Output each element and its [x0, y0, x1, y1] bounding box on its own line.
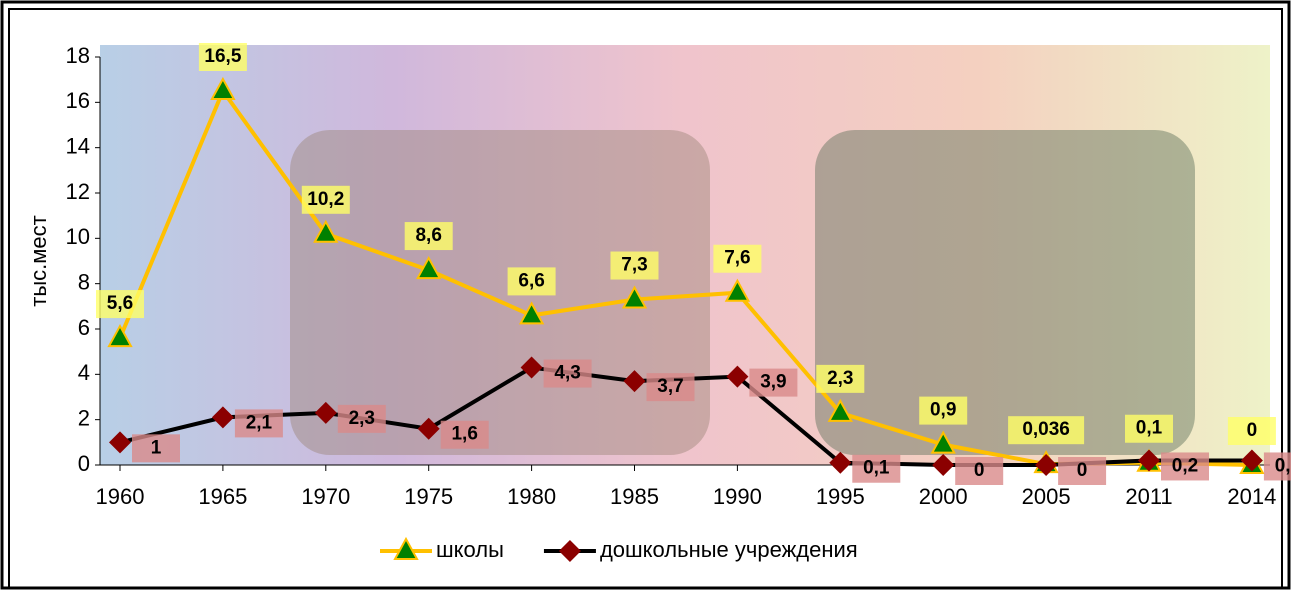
y-tick-label: 0	[78, 451, 90, 476]
x-tick-label: 2005	[1022, 484, 1071, 509]
value-label: 3,7	[657, 376, 683, 397]
value-label: 3,9	[760, 372, 786, 393]
y-tick-label: 6	[78, 315, 90, 340]
value-label: 0,1	[863, 458, 890, 479]
legend-label: дошкольные учреждения	[600, 537, 858, 562]
value-label: 2,1	[246, 412, 273, 433]
value-label: 0,1	[1136, 418, 1163, 439]
y-tick-label: 4	[78, 360, 90, 385]
value-label: 2,3	[827, 368, 853, 389]
x-tick-label: 1980	[507, 484, 556, 509]
y-tick-label: 14	[66, 133, 90, 158]
value-label: 5,6	[107, 293, 133, 314]
value-label: 7,6	[724, 248, 750, 269]
value-label: 1,6	[451, 424, 477, 445]
x-tick-label: 2014	[1227, 484, 1276, 509]
value-label: 7,3	[621, 255, 647, 276]
x-tick-label: 1960	[96, 484, 145, 509]
legend-label: школы	[436, 537, 504, 562]
x-tick-label: 1990	[713, 484, 762, 509]
value-label: 2,3	[349, 408, 375, 429]
x-tick-label: 1965	[198, 484, 247, 509]
chart: тыс.мест 0246810121416181960196519701975…	[0, 0, 1291, 590]
value-label: 16,5	[204, 46, 241, 67]
x-tick-label: 1995	[816, 484, 865, 509]
value-label: 0	[974, 460, 985, 481]
value-label: 0	[1077, 460, 1088, 481]
value-label: 0,2	[1172, 455, 1198, 476]
y-tick-label: 18	[66, 43, 90, 68]
value-label: 10,2	[307, 189, 344, 210]
y-tick-label: 12	[66, 179, 90, 204]
value-label: 0	[1247, 420, 1258, 441]
y-tick-label: 16	[66, 88, 90, 113]
x-tick-label: 1975	[404, 484, 453, 509]
x-tick-label: 2000	[919, 484, 968, 509]
value-label: 0,036	[1022, 419, 1070, 440]
x-tick-label: 2011	[1125, 484, 1172, 509]
x-tick-label: 1985	[610, 484, 659, 509]
y-axis-label: тыс.мест	[26, 215, 51, 306]
value-label: 0,2	[1275, 455, 1291, 476]
x-tick-label: 1970	[301, 484, 350, 509]
value-label: 6,6	[518, 270, 544, 291]
photo-right	[815, 130, 1195, 455]
page: тыс.мест 0246810121416181960196519701975…	[0, 0, 1291, 595]
y-tick-label: 10	[66, 224, 90, 249]
y-tick-label: 2	[78, 405, 90, 430]
y-tick-label: 8	[78, 269, 90, 294]
value-label: 8,6	[415, 225, 441, 246]
value-label: 1	[151, 437, 162, 458]
value-label: 4,3	[554, 363, 580, 384]
value-label: 0,9	[930, 400, 956, 421]
